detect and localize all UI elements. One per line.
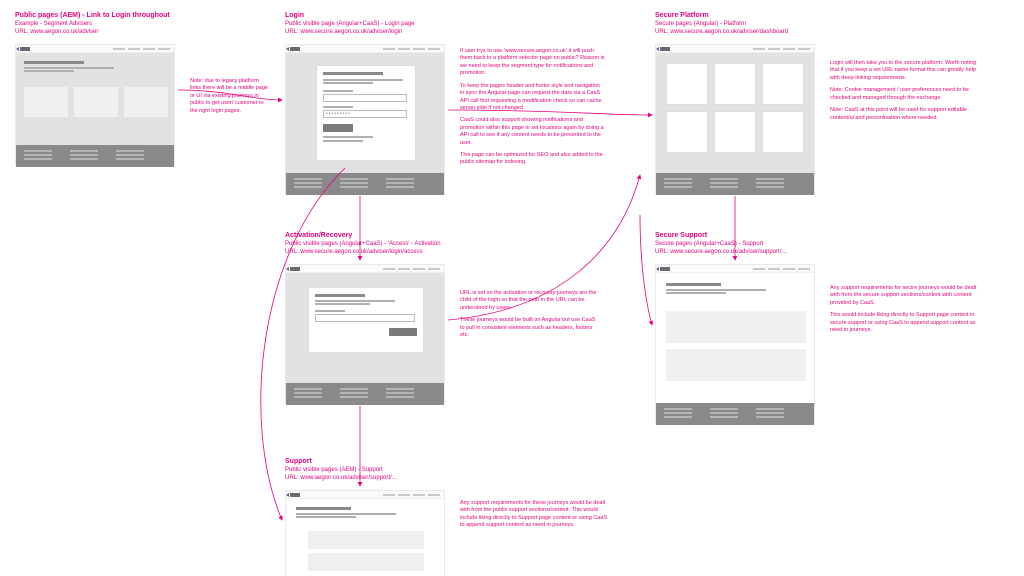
support-notes: Any support requirements for these journ…: [460, 500, 610, 530]
secure-support-sub: Secure pages (Angular+CaaS) - Support: [655, 241, 855, 249]
secure-support-notes: Any support requirements for secire jour…: [830, 285, 980, 335]
flow-diagram: Public pages (AEM) - Link to Login throu…: [0, 0, 1024, 576]
platform-title: Secure Platform: [655, 12, 855, 19]
support-title: Support: [285, 458, 485, 465]
activation-header: Activation/Recovery Public visible pages…: [285, 232, 505, 255]
platform-notes: Login will then take you to the secure p…: [830, 60, 980, 122]
secure-support-url: URL: www.secure.aegon.co.uk/adviser/supp…: [655, 249, 855, 255]
login-title: Login: [285, 12, 475, 19]
secure-support-note1: Any support requirements for secire jour…: [830, 285, 980, 307]
legacy-note: Note: due to legacy platform links there…: [190, 78, 270, 115]
public-header: Public pages (AEM) - Link to Login throu…: [15, 12, 185, 35]
login-sub: Public visible page (Angular+CaaS) - Log…: [285, 21, 475, 29]
platform-note2: Note: Cookie management / user preferenc…: [830, 87, 980, 102]
wf-secure-support: [655, 264, 815, 424]
login-note4: This page can be optimized for SEO and a…: [460, 152, 605, 167]
activation-note2: These journeys would be built on Angular…: [460, 317, 600, 339]
support-url: URL: www.aegon.co.uk/adviser/support/…: [285, 475, 485, 481]
support-header: Support Public visible pages (AEM) - Sup…: [285, 458, 485, 481]
wf-activation: [285, 264, 445, 404]
public-title: Public pages (AEM) - Link to Login throu…: [15, 12, 185, 19]
login-notes: If user trys to use 'www.secure.aegon.co…: [460, 48, 605, 167]
secure-support-note2: This would include liking directly to Su…: [830, 312, 980, 334]
wf-platform: [655, 44, 815, 194]
public-url: URL: www.aegon.co.uk/adviser: [15, 29, 185, 35]
platform-sub: Secure pages (Angular) - Platform: [655, 21, 855, 29]
activation-url: URL: www.secure.aegon.co.uk/adviser/logi…: [285, 249, 505, 255]
activation-notes: URL is set so the activation or recovery…: [460, 290, 600, 340]
support-sub: Public visible pages (AEM) - Support: [285, 467, 485, 475]
login-header: Login Public visible page (Angular+CaaS)…: [285, 12, 475, 35]
secure-support-header: Secure Support Secure pages (Angular+Caa…: [655, 232, 855, 255]
public-sub: Example - Segment Advisers: [15, 21, 185, 29]
login-note1: If user trys to use 'www.secure.aegon.co…: [460, 48, 605, 78]
support-note1: Any support requirements for these journ…: [460, 500, 610, 530]
login-url: URL: www.secure.aegon.co.uk/adviser/logi…: [285, 29, 475, 35]
secure-support-title: Secure Support: [655, 232, 855, 239]
wf-login: •••••••••: [285, 44, 445, 194]
wf-public: [15, 44, 175, 166]
platform-url: URL: www.secure.aegon.co.uk/adviser/dash…: [655, 29, 855, 35]
login-note3: CaaS could also support showing notifica…: [460, 117, 605, 147]
platform-header: Secure Platform Secure pages (Angular) -…: [655, 12, 855, 35]
platform-note3: Note: CaaS at this point will be used fo…: [830, 107, 980, 122]
activation-title: Activation/Recovery: [285, 232, 505, 239]
activation-note1: URL is set so the activation or recovery…: [460, 290, 600, 312]
platform-note1: Login will then take you to the secure p…: [830, 60, 980, 82]
login-note2: To keep the pages header and footer styl…: [460, 83, 605, 113]
activation-sub: Public visible pages (Angular+CaaS) - 'A…: [285, 241, 505, 249]
wf-support: [285, 490, 445, 576]
